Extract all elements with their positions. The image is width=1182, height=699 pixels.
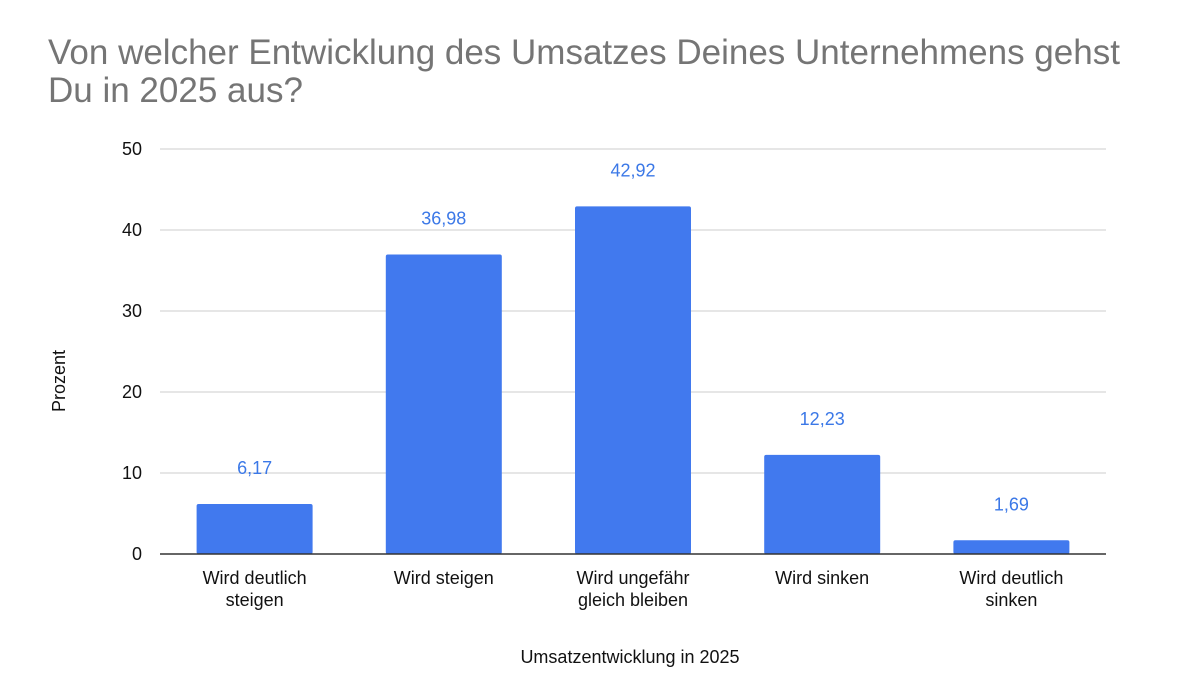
- x-tick-label: steigen: [226, 590, 284, 610]
- x-tick-label: Wird deutlich: [959, 568, 1063, 588]
- y-tick-label: 40: [122, 220, 142, 240]
- x-tick-label: Wird sinken: [775, 568, 869, 588]
- y-tick-label: 20: [122, 382, 142, 402]
- chart-title: Von welcher Entwicklung des Umsatzes Dei…: [48, 33, 1120, 110]
- y-tick-label: 10: [122, 463, 142, 483]
- x-tick-label: Wird ungefähr: [576, 568, 689, 588]
- bar: [196, 504, 313, 554]
- x-tick-label: sinken: [985, 590, 1037, 610]
- data-label: 1,69: [994, 494, 1029, 514]
- bar: [953, 540, 1070, 554]
- x-tick-label: Wird steigen: [394, 568, 494, 588]
- bar: [575, 206, 691, 554]
- data-label: 12,23: [800, 409, 845, 429]
- x-tick-label: Wird deutlich: [203, 568, 307, 588]
- y-tick-label: 30: [122, 301, 142, 321]
- data-label: 6,17: [237, 458, 272, 478]
- y-tick-label: 50: [122, 139, 142, 159]
- bar: [385, 254, 502, 554]
- x-tick-label: gleich bleiben: [578, 590, 688, 610]
- data-label: 36,98: [421, 208, 466, 228]
- bar: [764, 454, 881, 554]
- y-tick-label: 0: [132, 544, 142, 564]
- data-label: 42,92: [610, 160, 655, 180]
- y-axis-title: Prozent: [49, 350, 69, 412]
- x-axis-title: Umsatzentwicklung in 2025: [520, 647, 739, 667]
